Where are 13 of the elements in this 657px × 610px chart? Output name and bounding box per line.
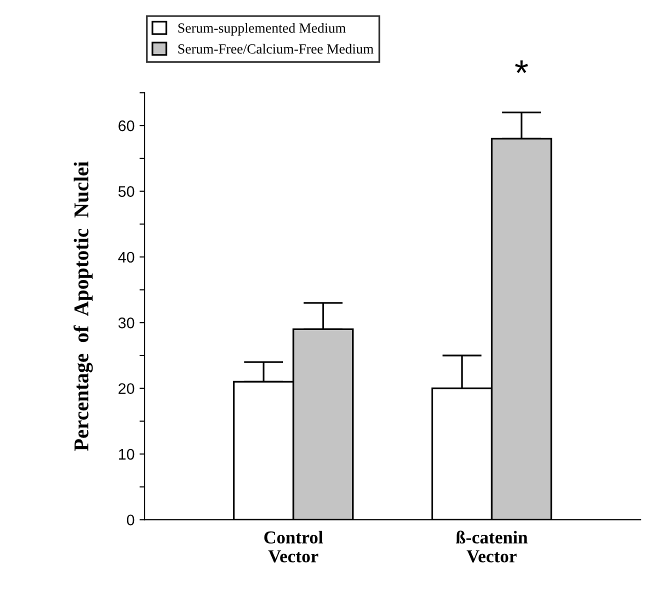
y-tick-label: 30 xyxy=(118,318,134,328)
y-tick-label: 20 xyxy=(118,383,134,394)
x-tick-label: Control Vector xyxy=(264,530,323,563)
legend-label: Serum-Free/Calcium-Free Medium xyxy=(178,44,374,54)
y-axis-title: Percentage of Apoptotic Nuclei xyxy=(74,161,93,451)
y-tick-label: 10 xyxy=(118,448,134,460)
y-tick-label: 40 xyxy=(118,252,134,263)
text: * xyxy=(515,60,528,74)
y-tick-label: 50 xyxy=(118,186,134,197)
x-tick-label: ß-catenin Vector xyxy=(456,530,528,563)
y-tick-label: 60 xyxy=(118,120,134,132)
y-tick-label: 0 xyxy=(126,514,134,526)
legend-label: Serum-supplemented Medium xyxy=(178,22,346,36)
